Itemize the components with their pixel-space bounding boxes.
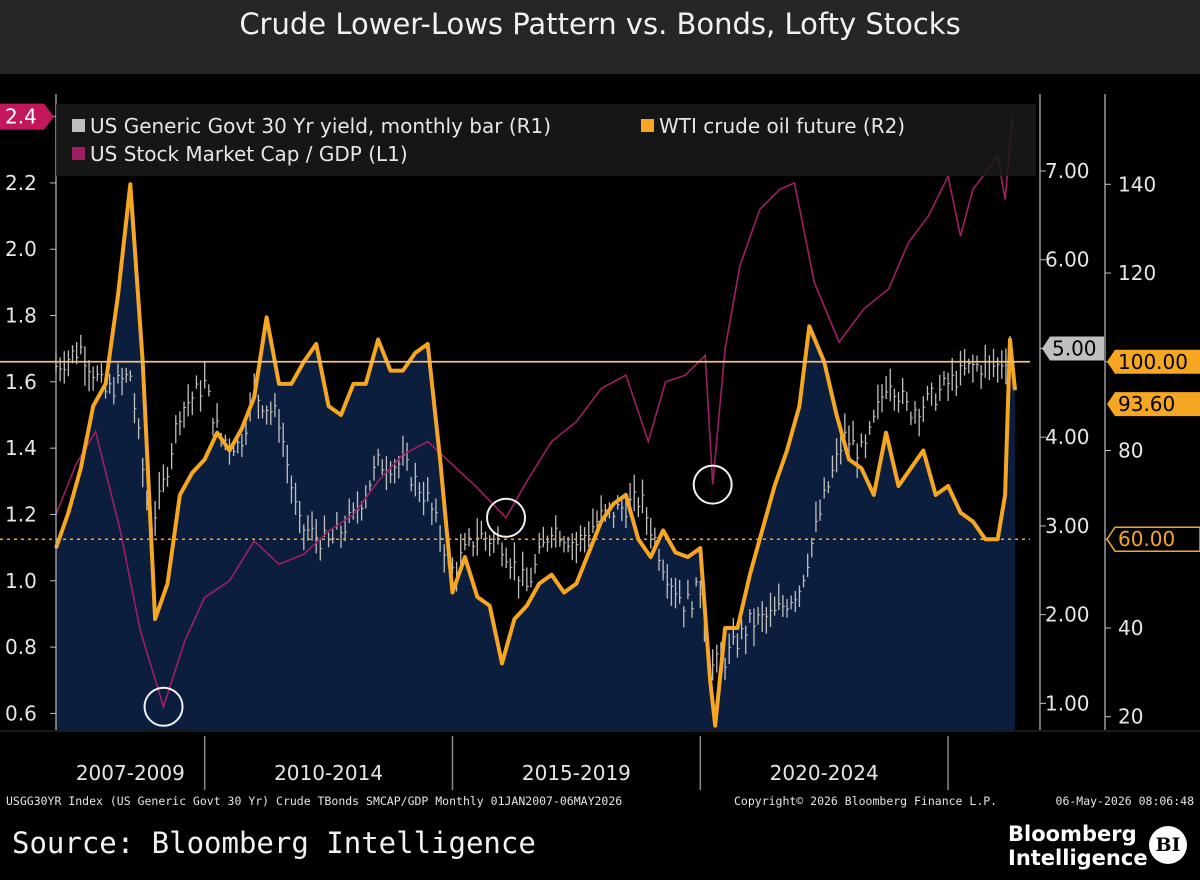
chart-area: 0.6 0.8 1.0 1.2 1.4 1.6 1.8 2.0 2.2 1.00 2.00 3.00 4… xyxy=(0,74,1200,810)
mcap-line xyxy=(55,116,1014,710)
footnote-timestamp: 06-May-2026 08:06:48 xyxy=(1056,794,1195,808)
l1-tick-label: 1.4 xyxy=(5,436,37,460)
r2-tick-label: 40 xyxy=(1118,616,1143,640)
l1-tick-label: 2.2 xyxy=(5,171,37,195)
footnote-copyright: Copyright© 2026 Bloomberg Finance L.P. xyxy=(734,794,997,808)
tag-r2-100-text: 100.00 xyxy=(1118,350,1188,374)
l1-tick-label: 0.8 xyxy=(5,635,37,659)
tag-r2-60-bg xyxy=(1106,526,1200,552)
chart-title: Crude Lower-Lows Pattern vs. Bonds, Loft… xyxy=(239,7,961,41)
axes: 0.6 0.8 1.0 1.2 1.4 1.6 1.8 2.0 2.2 1.00 2.00 3.00 4… xyxy=(0,94,1200,790)
low-circle-2 xyxy=(486,497,527,538)
source-note: Source: Bloomberg Intelligence xyxy=(12,826,536,860)
r2-tick-label: 20 xyxy=(1118,705,1143,729)
l1-tick-label: 2.0 xyxy=(5,237,37,261)
oil-area-fill xyxy=(56,184,1015,731)
legend-swatch-yield xyxy=(72,119,85,132)
logo-line2: Intelligence xyxy=(1008,846,1148,870)
r1-tick-label: 7.00 xyxy=(1045,159,1090,183)
r2-tick-label: 120 xyxy=(1118,261,1156,285)
r2-tick-label: 140 xyxy=(1118,172,1156,196)
title-bar xyxy=(0,0,1200,74)
l1-tick-label: 0.6 xyxy=(5,701,37,725)
r1-tick-label: 4.00 xyxy=(1045,425,1090,449)
r1-tick-label: 3.00 xyxy=(1045,514,1090,538)
l1-tick-label: 1.6 xyxy=(5,370,37,394)
tag-r1-bg xyxy=(1042,336,1104,361)
l1-tick-label: 1.0 xyxy=(5,569,37,593)
tag-r2-60-text: 60.00 xyxy=(1118,527,1175,551)
x-group-label: 2020-2024 xyxy=(770,761,879,785)
oil-series xyxy=(54,182,1017,728)
legend: US Generic Govt 30 Yr yield, monthly bar… xyxy=(56,104,1036,176)
legend-label-oil: WTI crude oil future (R2) xyxy=(659,114,905,138)
circled-lows xyxy=(143,464,733,727)
r1-tick-label: 6.00 xyxy=(1045,248,1090,272)
low-circle-1 xyxy=(143,686,184,727)
reference-lines xyxy=(0,360,1030,540)
tag-r1-text: 5.00 xyxy=(1052,336,1097,360)
r2-tick-label: 80 xyxy=(1118,438,1143,462)
legend-label-mcap: US Stock Market Cap / GDP (L1) xyxy=(90,142,408,166)
x-group-label: 2007-2009 xyxy=(76,761,185,785)
r1-tick-label: 1.00 xyxy=(1045,691,1090,715)
last-value-tags: 2.4 5.00 100.00 93.60 60.00 xyxy=(0,103,1200,552)
bi-badge-icon: BI xyxy=(1149,826,1187,864)
l1-tick-label: 1.2 xyxy=(5,502,37,526)
tag-r2-100-bg xyxy=(1107,349,1200,374)
footer-bar xyxy=(0,810,1200,880)
x-group-label: 2010-2014 xyxy=(274,761,383,785)
oil-line xyxy=(54,182,1017,728)
low-circle-3 xyxy=(692,464,733,505)
mcap-series xyxy=(55,116,1014,710)
bloomberg-intelligence-logo: Bloomberg Intelligence BI xyxy=(1004,820,1194,876)
yield-series xyxy=(55,334,1013,681)
legend-label-yield: US Generic Govt 30 Yr yield, monthly bar… xyxy=(90,114,551,138)
tag-r2-93-bg xyxy=(1107,392,1200,417)
logo-line1: Bloomberg xyxy=(1008,822,1137,846)
legend-swatch-mcap xyxy=(72,147,85,160)
tag-l1-text: 2.4 xyxy=(5,105,37,129)
r1-tick-label: 2.00 xyxy=(1045,603,1090,627)
legend-background xyxy=(56,104,1036,176)
l1-tick-label: 1.8 xyxy=(5,304,37,328)
oil-area xyxy=(56,184,1015,731)
tag-l1-bg xyxy=(0,103,54,130)
legend-swatch-oil xyxy=(641,119,654,132)
footnote-left: USGG30YR Index (US Generic Govt 30 Yr) C… xyxy=(6,794,622,808)
tag-r2-93-text: 93.60 xyxy=(1118,392,1175,416)
x-group-label: 2015-2019 xyxy=(522,761,631,785)
